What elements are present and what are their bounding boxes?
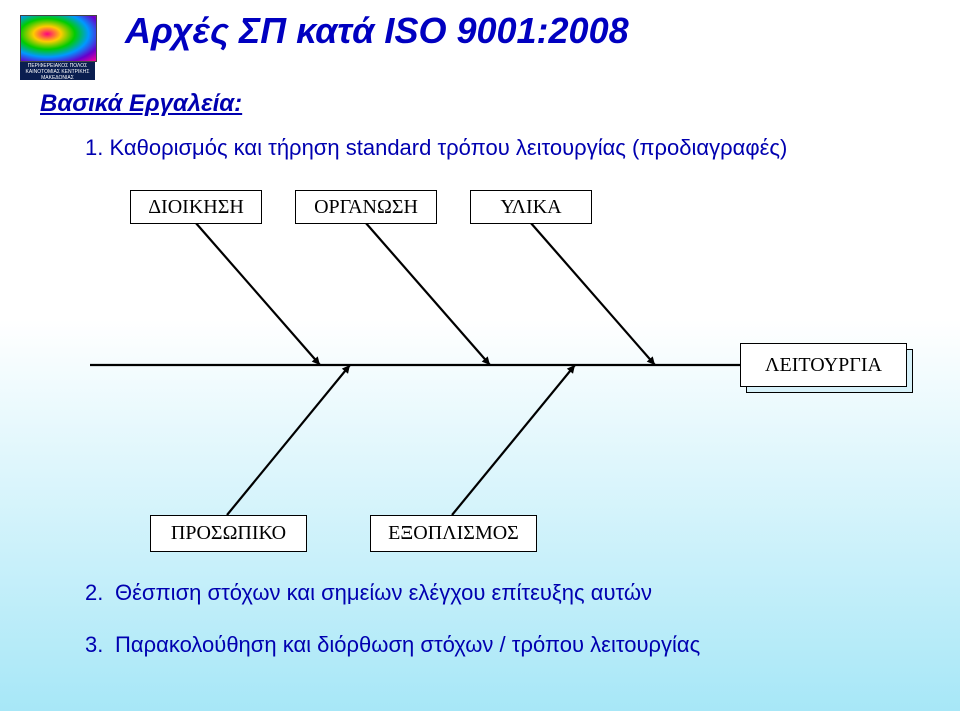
section-subtitle: Βασικά Εργαλεία: xyxy=(40,90,242,118)
cause-box: ΔΙΟΙΚΗΣΗ xyxy=(130,190,262,224)
cause-box: ΥΛΙΚΑ xyxy=(470,190,592,224)
list-item-3-num: 3. xyxy=(85,632,103,658)
logo-graphic xyxy=(20,15,97,62)
cause-box: ΕΞΟΠΛΙΣΜΟΣ xyxy=(370,515,537,552)
list-item-3-text: Παρακολούθηση και διόρθωση στόχων / τρόπ… xyxy=(115,632,700,658)
org-logo: ΠΕΡΙΦΕΡΕΙΑΚΟΣ ΠΟΛΟΣ ΚΑΙΝΟΤΟΜΙΑΣ ΚΕΝΤΡΙΚΗ… xyxy=(20,15,95,80)
cause-box: ΟΡΓΑΝΩΣΗ xyxy=(295,190,437,224)
item-text: Καθορισμός και τήρηση standard τρόπου λε… xyxy=(109,135,787,160)
logo-caption: ΠΕΡΙΦΕΡΕΙΑΚΟΣ ΠΟΛΟΣ ΚΑΙΝΟΤΟΜΙΑΣ ΚΕΝΤΡΙΚΗ… xyxy=(20,62,95,80)
item-number: 1. xyxy=(85,135,103,160)
fishbone-bones xyxy=(195,222,655,515)
fishbone-diagram: ΔΙΟΙΚΗΣΗ ΟΡΓΑΝΩΣΗ ΥΛΙΚΑ ΠΡΟΣΩΠΙΚΟ ΕΞΟΠΛΙΣΜΟ… xyxy=(60,180,910,550)
page-title: Αρχές ΣΠ κατά ISO 9001:2008 xyxy=(125,10,629,52)
list-item-2-text: Θέσπιση στόχων και σημείων ελέγχου επίτε… xyxy=(115,580,652,606)
cause-box: ΠΡΟΣΩΠΙΚΟ xyxy=(150,515,307,552)
result-box: ΛΕΙΤΟΥΡΓΙΑ xyxy=(740,343,907,387)
list-item-2-num: 2. xyxy=(85,580,103,606)
result-label: ΛΕΙΤΟΥΡΓΙΑ xyxy=(765,354,882,376)
list-item-1: 1. Καθορισμός και τήρηση standard τρόπου… xyxy=(85,135,787,161)
